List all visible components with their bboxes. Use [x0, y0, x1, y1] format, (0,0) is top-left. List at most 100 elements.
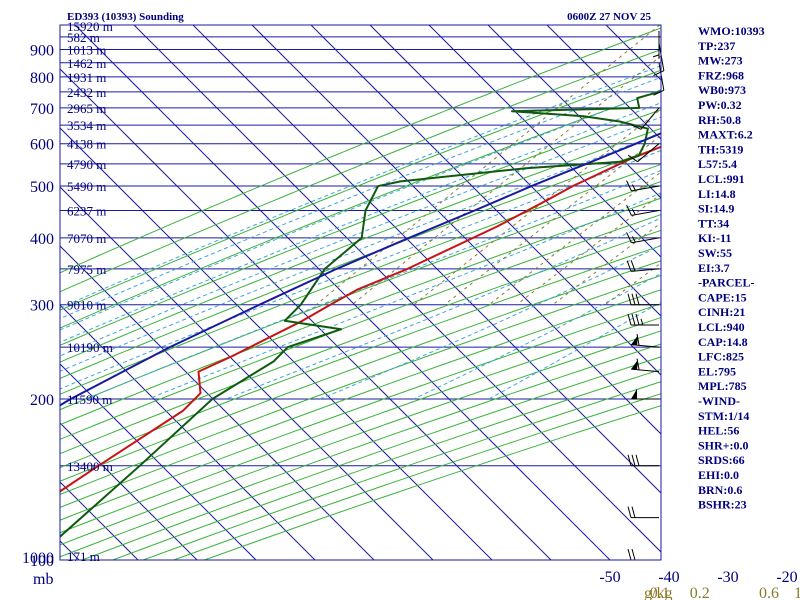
pressure-tick-label: 700: [30, 101, 54, 118]
index-value: WB0:973: [698, 83, 746, 97]
index-value: LCL:940: [698, 320, 745, 334]
temperature-tick-label: -30: [717, 569, 738, 586]
index-value: PW:0.32: [698, 98, 742, 112]
moist-adiabat-line: [60, 116, 661, 357]
wind-barb: [631, 334, 660, 348]
pressure-tick-label: 800: [30, 70, 54, 87]
pressure-tick-label: 200: [30, 392, 54, 409]
moist-adiabat-line: [86, 169, 661, 400]
index-value: SW:55: [698, 246, 732, 260]
wind-barbs: [626, 30, 665, 561]
wind-barb-flag: [626, 180, 632, 192]
temperature-tick-label: -50: [599, 569, 620, 586]
mixing-ratio-tick-labels: 0.10.20.61.02.03.05.010.020.040.0: [650, 585, 800, 600]
index-value: SHR+:0.0: [698, 438, 749, 452]
isotherm-line: [60, 245, 375, 560]
index-value: BRN:0.6: [698, 483, 742, 497]
index-value: TT:34: [698, 216, 729, 230]
moist-adiabat-lines: [60, 65, 661, 400]
wind-barb-half: [631, 208, 636, 215]
mixing-ratio-lines: [315, 25, 661, 306]
wind-barb-flag: [627, 548, 632, 561]
pressure-unit-label: mb: [33, 571, 53, 588]
index-value: SRDS:66: [698, 453, 745, 467]
wind-barb-pennant: [631, 359, 638, 370]
wind-barb-half: [652, 54, 660, 58]
index-value: -WIND-: [698, 394, 740, 408]
height-label: 5490 m: [67, 179, 106, 194]
isotherm-line: [74, 25, 611, 560]
height-label: 4138 m: [67, 137, 106, 152]
dry-adiabat-line: [60, 303, 661, 521]
pressure-tick-label: 100: [30, 553, 54, 570]
height-label: 3534 m: [67, 118, 106, 133]
height-label: 171 m: [67, 549, 100, 564]
moist-adiabat-line: [60, 132, 661, 372]
index-value: WMO:10393: [698, 24, 765, 38]
height-label: 2432 m: [67, 85, 106, 100]
isotherm-line: [251, 25, 661, 435]
mixing-ratio-line: [413, 108, 661, 306]
dry-adiabat-line: [60, 330, 661, 546]
wind-barb: [631, 358, 660, 373]
height-label: 6237 m: [67, 204, 106, 219]
index-value: STM:1/14: [698, 409, 749, 423]
index-value: EL:795: [698, 364, 736, 378]
isotherm-line: [310, 25, 661, 376]
parcel-line: [60, 132, 661, 407]
wind-barb-flag: [631, 293, 636, 305]
dry-adiabat-line: [60, 69, 661, 311]
wind-barb-flag: [626, 260, 632, 272]
wind-barb-flag: [627, 313, 632, 326]
pressure-tick-label: 600: [30, 137, 54, 154]
index-value: BSHR:23: [698, 498, 747, 512]
dry-adiabat-line: [60, 27, 661, 274]
index-value: MPL:785: [698, 379, 747, 393]
wind-barb-flag: [635, 313, 640, 326]
wind-barb-flag: [626, 204, 632, 216]
height-label: 7070 m: [67, 231, 106, 246]
index-value: KI:-11: [698, 231, 731, 245]
wind-barb: [626, 180, 660, 192]
isotherm-line: [60, 363, 257, 560]
wind-barb-flag: [630, 124, 642, 130]
mixing-ratio-line: [444, 134, 661, 306]
wind-barb: [627, 143, 660, 163]
height-label: 1931 m: [67, 70, 106, 85]
moist-adiabat-line: [60, 102, 661, 343]
temperature-tick-label: -20: [776, 569, 797, 586]
height-label: 582 m: [67, 30, 100, 45]
isotherm-line: [428, 25, 661, 258]
height-label: 1462 m: [67, 56, 106, 71]
wind-barb: [630, 107, 660, 130]
index-value: SI:14.9: [698, 202, 734, 216]
dry-adiabat-line: [60, 197, 661, 426]
dry-adiabat-line: [60, 89, 661, 329]
wind-barb-flag: [631, 548, 636, 561]
dry-adiabat-line: [60, 245, 661, 469]
index-value: CAP:14.8: [698, 335, 748, 349]
wind-barb: [631, 388, 659, 400]
mixing-ratio-tick-label: 0.2: [690, 585, 710, 600]
dewpoint-line: [60, 90, 661, 538]
index-value: EI:3.7: [698, 261, 730, 275]
plot-frame: [59, 24, 662, 561]
wind-barb-flag: [630, 260, 636, 272]
height-label: 13400 m: [67, 459, 113, 474]
wind-barb: [627, 313, 659, 326]
moist-adiabat-line: [60, 65, 661, 309]
pressure-tick-label: 300: [30, 298, 54, 315]
height-label: 2965 m: [67, 101, 106, 116]
index-value: TH:5319: [698, 142, 743, 156]
height-label: 15920 m: [67, 19, 113, 34]
dry-adiabat-line: [60, 48, 661, 293]
height-label: 4790 m: [67, 157, 106, 172]
isotherm-line: [133, 25, 661, 553]
wind-barb: [627, 506, 659, 519]
wind-barb-flag: [631, 454, 636, 466]
isotherm-line: [60, 304, 316, 560]
isotherm-line: [60, 127, 493, 560]
wind-barb-flag: [631, 313, 636, 326]
wind-barb-flag: [631, 506, 636, 518]
wind-barb-half: [631, 184, 636, 191]
